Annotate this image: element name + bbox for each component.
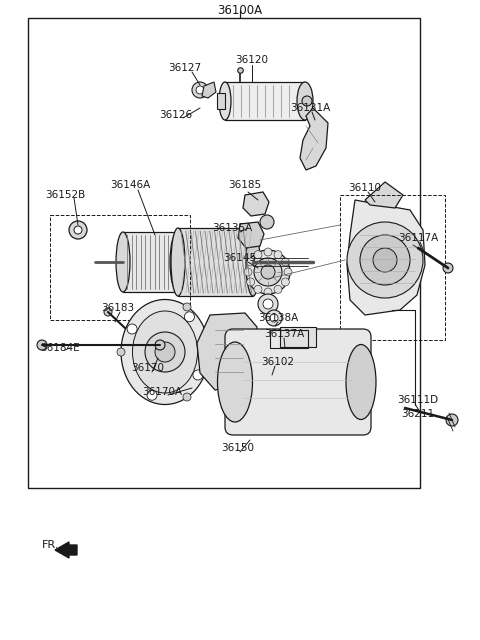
Ellipse shape — [219, 82, 231, 120]
Text: 36146A: 36146A — [110, 180, 150, 190]
Circle shape — [270, 314, 278, 322]
Circle shape — [183, 303, 191, 311]
Circle shape — [37, 340, 47, 350]
Circle shape — [127, 324, 137, 334]
Circle shape — [347, 222, 423, 298]
Circle shape — [254, 285, 262, 293]
Bar — [270, 330, 308, 348]
Polygon shape — [300, 108, 328, 170]
Polygon shape — [238, 222, 264, 248]
Circle shape — [281, 278, 289, 286]
Text: 36170A: 36170A — [142, 387, 182, 397]
Circle shape — [360, 235, 410, 285]
Text: 36211: 36211 — [401, 409, 434, 419]
Circle shape — [446, 414, 458, 426]
Circle shape — [264, 248, 272, 256]
Text: 36100A: 36100A — [217, 3, 263, 17]
Text: 36145: 36145 — [223, 253, 257, 263]
Bar — [50, 215, 190, 320]
Text: 36150: 36150 — [221, 443, 254, 453]
Text: 36127: 36127 — [168, 63, 202, 73]
Polygon shape — [243, 192, 269, 216]
Text: 36102: 36102 — [262, 357, 295, 367]
Circle shape — [155, 340, 165, 350]
Circle shape — [254, 258, 282, 286]
Circle shape — [193, 370, 203, 380]
Ellipse shape — [116, 232, 130, 292]
Circle shape — [274, 251, 282, 259]
Circle shape — [147, 390, 157, 400]
Ellipse shape — [121, 300, 209, 404]
Text: 36184E: 36184E — [40, 343, 80, 353]
Text: 36137A: 36137A — [264, 329, 304, 339]
Ellipse shape — [217, 342, 252, 422]
Circle shape — [104, 308, 112, 316]
Bar — [178, 228, 253, 296]
Circle shape — [260, 215, 274, 229]
Text: 36117A: 36117A — [398, 233, 438, 243]
Text: 36138A: 36138A — [258, 313, 298, 323]
Text: FR.: FR. — [42, 540, 60, 550]
Text: 36185: 36185 — [228, 180, 262, 190]
Circle shape — [254, 251, 262, 259]
Circle shape — [281, 258, 289, 266]
FancyBboxPatch shape — [225, 329, 371, 435]
Circle shape — [258, 294, 278, 314]
Circle shape — [247, 278, 255, 286]
Text: 36135A: 36135A — [212, 223, 252, 233]
Circle shape — [145, 332, 185, 372]
Circle shape — [373, 248, 397, 272]
Ellipse shape — [297, 82, 313, 120]
Bar — [123, 232, 178, 292]
Ellipse shape — [132, 311, 197, 393]
Polygon shape — [202, 82, 216, 98]
Text: 36170: 36170 — [132, 363, 165, 373]
Circle shape — [263, 299, 273, 309]
Circle shape — [74, 226, 82, 234]
Bar — [340, 195, 445, 340]
Circle shape — [192, 82, 208, 98]
Bar — [225, 82, 305, 120]
Circle shape — [247, 258, 255, 266]
Polygon shape — [197, 313, 257, 390]
Polygon shape — [347, 200, 425, 315]
Circle shape — [266, 310, 282, 326]
Circle shape — [264, 288, 272, 296]
Text: 36183: 36183 — [101, 303, 134, 313]
Circle shape — [183, 393, 191, 401]
Circle shape — [284, 268, 292, 276]
Text: 36126: 36126 — [159, 110, 192, 120]
Bar — [28, 18, 420, 488]
Circle shape — [184, 312, 194, 322]
Bar — [280, 327, 316, 347]
Circle shape — [155, 342, 175, 362]
Circle shape — [69, 221, 87, 239]
Text: 36152B: 36152B — [45, 190, 85, 200]
Polygon shape — [217, 93, 225, 109]
Polygon shape — [365, 182, 403, 208]
Circle shape — [274, 285, 282, 293]
Circle shape — [302, 96, 312, 106]
Ellipse shape — [171, 228, 185, 296]
Text: 36111D: 36111D — [397, 395, 439, 405]
Text: 36120: 36120 — [236, 55, 268, 65]
Ellipse shape — [246, 228, 260, 296]
Circle shape — [443, 263, 453, 273]
Text: 36110: 36110 — [348, 183, 382, 193]
Circle shape — [244, 268, 252, 276]
FancyArrow shape — [55, 542, 77, 558]
Circle shape — [261, 265, 275, 279]
Circle shape — [196, 86, 204, 94]
Text: 36131A: 36131A — [290, 103, 330, 113]
Ellipse shape — [346, 344, 376, 419]
Circle shape — [246, 250, 290, 294]
Circle shape — [117, 348, 125, 356]
Ellipse shape — [170, 232, 186, 292]
